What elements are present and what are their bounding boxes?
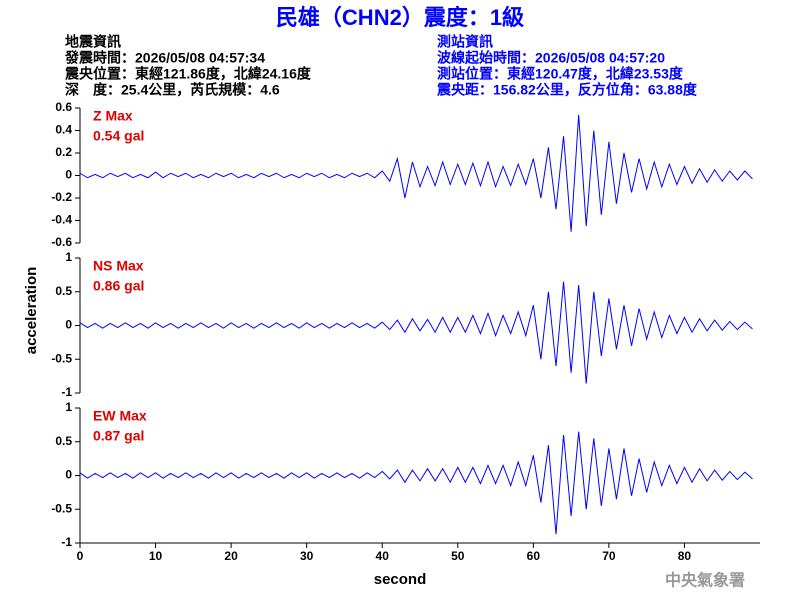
panel-label: NS Max [93, 258, 144, 274]
info-line: 地震資訊 [65, 34, 121, 50]
y-tick-label: 1 [65, 250, 72, 264]
info-line: 震央位置：東經121.86度，北緯24.16度 [64, 66, 312, 82]
x-tick-label: 30 [300, 549, 314, 563]
y-tick-label: 0 [65, 318, 72, 332]
y-tick-label: -0.5 [51, 501, 72, 515]
y-tick-label: 0.6 [55, 100, 72, 114]
chart-title: 民雄（CHN2）震度：1級 [276, 5, 524, 30]
x-tick-label: 10 [149, 549, 163, 563]
y-tick-label: 0 [65, 468, 72, 482]
footer: 中央氣象署 [665, 571, 745, 590]
x-tick-label: 20 [224, 549, 238, 563]
x-tick-label: 50 [451, 549, 465, 563]
panel-value: 0.87 gal [93, 428, 144, 444]
waveform [79, 281, 753, 384]
x-tick-label: 70 [602, 549, 616, 563]
panel-value: 0.86 gal [93, 278, 144, 294]
info-line: 深 度：25.4公里，芮氏規模：4.6 [65, 82, 280, 98]
info-line: 測站位置：東經120.47度，北緯23.53度 [437, 66, 684, 82]
panel-label: Z Max [93, 108, 133, 124]
info-line: 發震時間：2026/05/08 04:57:34 [64, 50, 265, 66]
info-line: 震央距：156.82公里，反方位角：63.88度 [436, 82, 698, 98]
y-tick-label: 1 [65, 400, 72, 414]
waveform [79, 431, 753, 535]
panel-label: EW Max [93, 408, 147, 424]
y-tick-label: 0.2 [55, 145, 72, 159]
waveform [79, 114, 753, 232]
x-tick-label: 60 [527, 549, 541, 563]
y-tick-label: 0.5 [55, 284, 72, 298]
info-line: 波線起始時間：2026/05/08 04:57:20 [437, 50, 665, 66]
x-tick-label: 40 [376, 549, 390, 563]
x-tick-label: 0 [77, 549, 84, 563]
info-line: 測站資訊 [437, 34, 493, 50]
y-tick-label: 0.4 [55, 123, 72, 137]
x-axis-label: second [374, 571, 427, 588]
y-tick-label: -1 [61, 535, 72, 549]
x-tick-label: 80 [678, 549, 692, 563]
y-tick-label: -0.6 [51, 235, 72, 249]
y-tick-label: 0.5 [55, 434, 72, 448]
y-tick-label: -0.4 [51, 213, 72, 227]
y-axis-label: acceleration [23, 267, 40, 355]
y-tick-label: -0.2 [51, 190, 72, 204]
y-tick-label: -0.5 [51, 351, 72, 365]
y-tick-label: -1 [61, 385, 72, 399]
panel-value: 0.54 gal [93, 128, 144, 144]
y-tick-label: 0 [65, 168, 72, 182]
